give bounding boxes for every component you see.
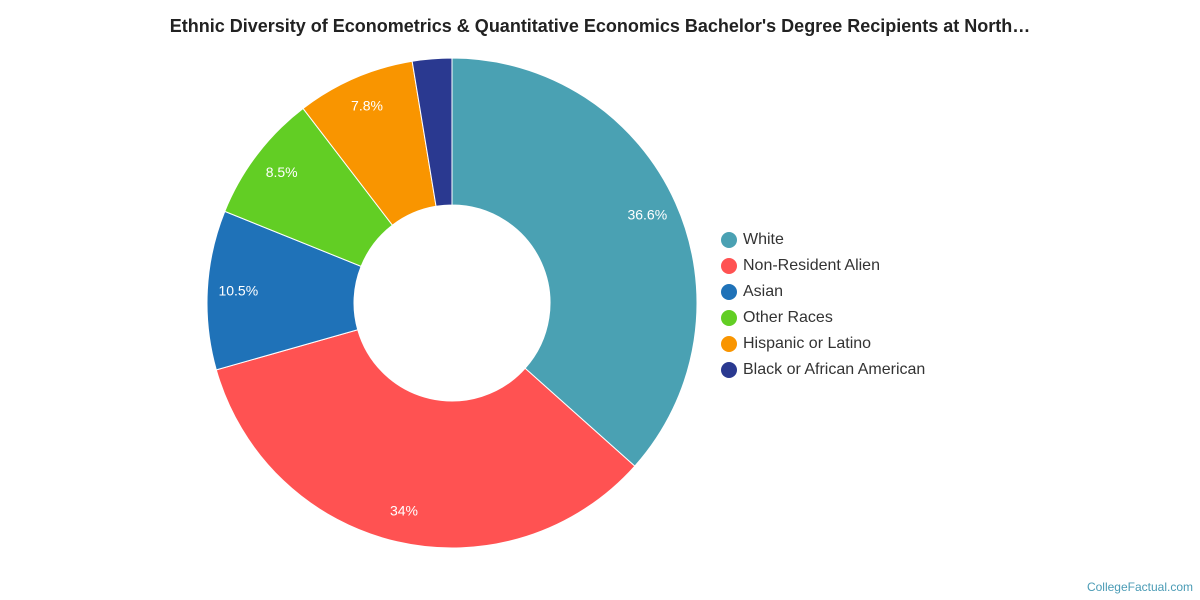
- legend-swatch-icon: [721, 258, 737, 274]
- chart-title: Ethnic Diversity of Econometrics & Quant…: [169, 16, 1031, 36]
- slice-label-other-races: 8.5%: [266, 164, 298, 180]
- legend-swatch-icon: [721, 284, 737, 300]
- legend-label: Non-Resident Alien: [743, 257, 880, 274]
- legend-item-other-races[interactable]: Other Races: [721, 305, 925, 331]
- legend-label: Asian: [743, 283, 784, 300]
- legend-label: Hispanic or Latino: [743, 335, 872, 352]
- legend-swatch-icon: [721, 362, 737, 378]
- legend-label: Black or African American: [743, 361, 926, 378]
- legend-swatch-icon: [721, 336, 737, 352]
- legend-swatch-icon: [721, 310, 737, 326]
- donut-slice-labels: 36.6% 34% 10.5% 8.5% 7.8%: [218, 97, 667, 518]
- legend-item-black-or-african-american[interactable]: Black or African American: [721, 357, 925, 383]
- slice-label-asian: 10.5%: [218, 282, 258, 298]
- legend-item-hispanic-or-latino[interactable]: Hispanic or Latino: [721, 331, 925, 357]
- slice-white[interactable]: [451, 57, 698, 467]
- slice-label-non-resident-alien: 34%: [390, 502, 418, 518]
- slice-black-or-african-american[interactable]: [411, 57, 453, 207]
- legend-label: Other Races: [743, 309, 833, 326]
- legend-swatch-icon: [721, 232, 737, 248]
- legend-item-non-resident-alien[interactable]: Non-Resident Alien: [721, 253, 925, 279]
- slice-label-hispanic-or-latino: 7.8%: [351, 97, 383, 113]
- legend-item-white[interactable]: White: [721, 227, 925, 253]
- donut-slices: [206, 57, 698, 549]
- chart-legend: White Non-Resident Alien Asian Other Races H…: [721, 227, 925, 383]
- slice-label-white: 36.6%: [627, 206, 667, 222]
- legend-label: White: [743, 231, 784, 248]
- source-credit[interactable]: CollegeFactual.com: [1086, 580, 1193, 594]
- legend-item-asian[interactable]: Asian: [721, 279, 925, 305]
- slice-non-resident-alien[interactable]: [215, 329, 636, 549]
